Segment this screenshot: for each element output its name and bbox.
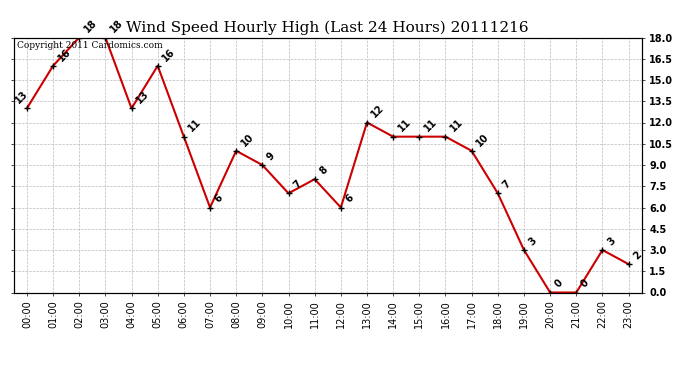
Text: 18: 18 [108, 18, 125, 35]
Text: 6: 6 [213, 193, 225, 205]
Title: Wind Speed Hourly High (Last 24 Hours) 20111216: Wind Speed Hourly High (Last 24 Hours) 2… [126, 21, 529, 35]
Text: 7: 7 [291, 179, 303, 190]
Text: 18: 18 [82, 18, 99, 35]
Text: 16: 16 [56, 46, 72, 63]
Text: 8: 8 [317, 165, 329, 176]
Text: 11: 11 [396, 117, 413, 134]
Text: 3: 3 [605, 236, 617, 247]
Text: 0: 0 [553, 278, 564, 290]
Text: 2: 2 [631, 249, 643, 261]
Text: 11: 11 [448, 117, 465, 134]
Text: Copyright 2011 Cardomics.com: Copyright 2011 Cardomics.com [17, 41, 163, 50]
Text: 13: 13 [135, 89, 151, 105]
Text: 6: 6 [344, 193, 355, 205]
Text: 12: 12 [370, 103, 386, 120]
Text: 0: 0 [579, 278, 591, 290]
Text: 10: 10 [239, 132, 255, 148]
Text: 3: 3 [526, 236, 539, 247]
Text: 11: 11 [422, 117, 439, 134]
Text: 7: 7 [500, 179, 513, 190]
Text: 13: 13 [13, 89, 30, 105]
Text: 9: 9 [265, 150, 277, 162]
Text: 10: 10 [475, 132, 491, 148]
Text: 16: 16 [161, 46, 177, 63]
Text: 11: 11 [186, 117, 204, 134]
